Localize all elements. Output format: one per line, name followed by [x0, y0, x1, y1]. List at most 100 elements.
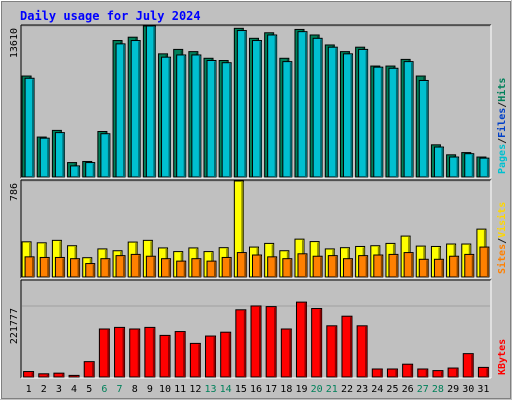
bar-sites-day-6 [100, 258, 111, 278]
x-tick-label: 16 [250, 384, 262, 395]
bar-kbytes-day-21 [326, 325, 338, 378]
bar-files-day-25 [388, 67, 399, 178]
bar-sites-day-11 [176, 260, 187, 278]
bar-files-day-30 [464, 153, 475, 178]
bar-kbytes-day-24 [371, 368, 383, 378]
x-tick-label: 27 [417, 384, 429, 395]
bar-kbytes-day-14 [220, 331, 232, 378]
bar-sites-day-9 [145, 255, 156, 278]
bar-files-day-29 [449, 156, 460, 178]
bar-files-day-20 [312, 37, 323, 178]
bar-kbytes-day-23 [356, 325, 368, 378]
legend-kbytes: KBytes [497, 339, 508, 375]
bar-files-day-1 [24, 77, 35, 178]
bar-kbytes-day-1 [23, 371, 35, 378]
bar-sites-day-22 [342, 258, 353, 278]
bar-files-day-14 [221, 62, 232, 178]
x-tick-label: 3 [56, 384, 62, 395]
bar-kbytes-day-11 [174, 331, 186, 378]
bar-sites-day-31 [479, 246, 490, 278]
x-tick-label: 7 [117, 384, 123, 395]
bar-files-day-13 [206, 60, 217, 178]
bar-files-day-24 [373, 66, 384, 178]
bar-sites-day-29 [449, 255, 460, 278]
x-tick-label: 31 [477, 384, 489, 395]
x-tick-label: 24 [371, 384, 383, 395]
bar-kbytes-day-8 [129, 328, 141, 378]
x-tick-label: 2 [41, 384, 47, 395]
bar-sites-day-24 [373, 254, 384, 278]
bar-sites-day-20 [312, 255, 323, 278]
bar-sites-day-2 [39, 256, 50, 278]
bar-kbytes-day-19 [295, 301, 307, 378]
x-tick-label: 10 [159, 384, 171, 395]
x-tick-label: 15 [235, 384, 247, 395]
bar-files-day-17 [267, 34, 278, 178]
chart-title: Daily usage for July 2024 [20, 9, 201, 23]
bar-files-day-5 [85, 162, 96, 178]
legend-visits: Sites/Visits [496, 202, 508, 274]
bar-kbytes-day-12 [189, 342, 201, 378]
bar-sites-day-27 [418, 258, 429, 278]
bar-sites-day-4 [70, 258, 81, 278]
bar-sites-day-30 [464, 253, 475, 278]
bar-sites-day-16 [252, 254, 262, 278]
bar-kbytes-day-10 [159, 334, 171, 378]
x-tick-label: 20 [311, 384, 323, 395]
bar-kbytes-day-20 [311, 308, 323, 378]
bar-kbytes-day-2 [38, 373, 50, 378]
bar-files-day-22 [342, 53, 353, 178]
bar-files-day-7 [115, 43, 126, 178]
bar-sites-day-13 [206, 260, 217, 278]
bar-sites-day-23 [358, 255, 369, 278]
bar-files-day-2 [39, 137, 50, 178]
bar-files-day-18 [282, 61, 293, 178]
x-tick-label: 17 [265, 384, 277, 395]
bar-files-day-26 [403, 61, 414, 178]
x-tick-label: 4 [71, 384, 77, 395]
max-label-hits: 13610 [9, 28, 20, 58]
bar-sites-day-5 [85, 263, 96, 278]
bar-kbytes-day-18 [280, 328, 292, 378]
bar-files-day-28 [433, 146, 444, 178]
bar-kbytes-day-7 [114, 326, 126, 378]
x-tick-label: 8 [132, 384, 138, 395]
bar-sites-day-28 [433, 258, 444, 278]
bar-sites-day-21 [327, 255, 338, 278]
bar-kbytes-day-3 [53, 372, 65, 378]
bar-sites-day-3 [54, 256, 65, 278]
bar-sites-day-12 [191, 258, 202, 278]
bar-kbytes-day-28 [432, 370, 444, 378]
x-tick-label: 6 [101, 384, 107, 395]
bar-kbytes-day-5 [83, 361, 95, 378]
bar-kbytes-day-27 [417, 368, 429, 378]
bar-files-day-16 [252, 40, 262, 178]
bar-sites-day-14 [221, 256, 232, 278]
bar-files-day-3 [54, 132, 65, 178]
x-tick-label: 9 [147, 384, 153, 395]
bar-files-day-10 [161, 56, 172, 178]
bar-files-day-27 [418, 79, 429, 178]
max-label-visits: 786 [9, 183, 20, 201]
bar-files-day-15 [236, 30, 247, 178]
bar-kbytes-day-9 [144, 326, 156, 378]
x-tick-label: 29 [447, 384, 459, 395]
x-tick-label: 25 [386, 384, 398, 395]
bar-kbytes-day-15 [235, 309, 247, 378]
bar-kbytes-day-26 [402, 363, 414, 378]
bar-sites-day-15 [236, 252, 247, 278]
bar-kbytes-day-22 [341, 315, 353, 378]
bar-sites-day-26 [403, 252, 414, 278]
legend-hits: Pages/Files/Hits [496, 78, 508, 174]
bar-sites-day-17 [267, 256, 278, 278]
bar-kbytes-day-16 [250, 305, 262, 378]
x-tick-label: 21 [326, 384, 338, 395]
x-tick-label: 28 [432, 384, 444, 395]
bar-files-day-11 [176, 54, 187, 178]
bar-kbytes-day-25 [386, 368, 398, 378]
x-tick-label: 18 [280, 384, 292, 395]
bar-files-day-8 [130, 40, 141, 178]
bar-kbytes-day-6 [98, 328, 110, 378]
x-tick-label: 30 [462, 384, 474, 395]
